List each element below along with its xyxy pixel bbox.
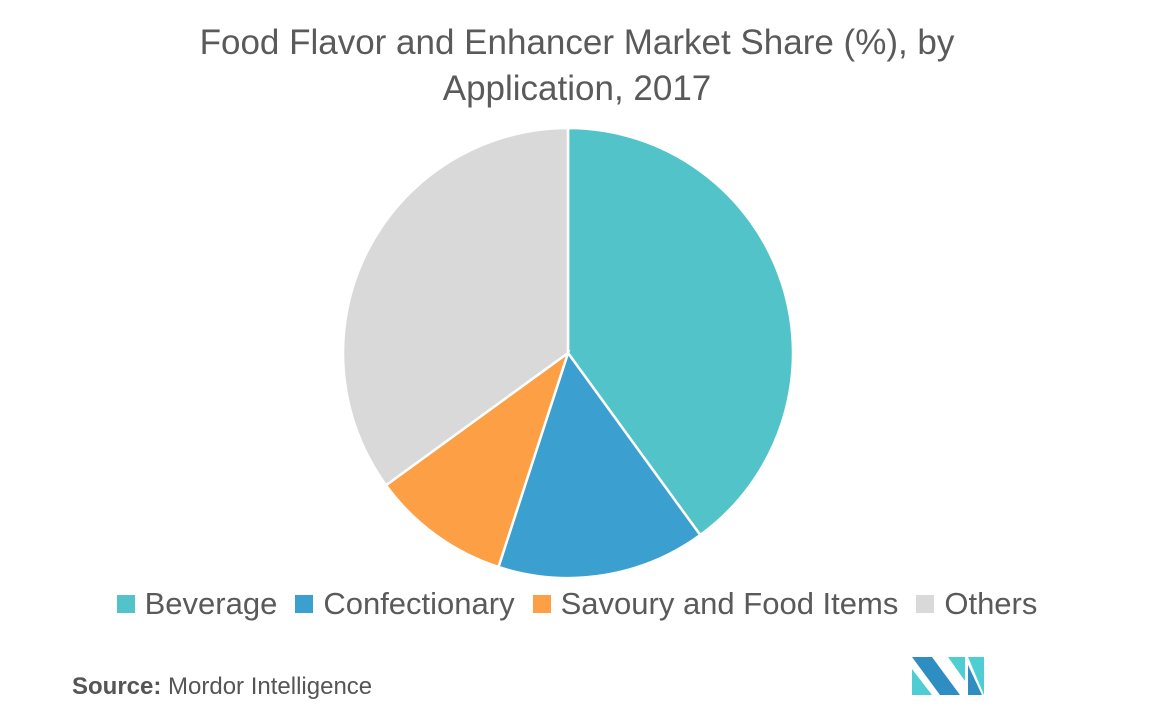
pie-slice-confectionary [496,350,702,580]
legend: Beverage Confectionary Savoury and Food It… [0,586,1154,622]
legend-item: Beverage [116,586,278,622]
pie-slice-savoury-and-food-items [384,349,571,569]
legend-label: Confectionary [323,586,515,621]
legend-item: Others [916,586,1037,622]
pie-slice-others [341,126,570,487]
chart-title-line-2: Application, 2017 [442,69,712,108]
chart-title-line-1: Food Flavor and Enhancer Market Share (%… [199,23,955,62]
legend-swatch [916,595,935,613]
legend-swatch [116,595,135,613]
legend-swatch [295,595,314,613]
pie-slice-beverage [566,126,795,537]
legend-swatch [532,595,551,613]
legend-item: Savoury and Food Items [532,586,899,622]
legend-label: Savoury and Food Items [560,586,899,621]
chart-title: Food Flavor and Enhancer Market Share (%… [0,20,1154,112]
legend-label: Others [944,586,1038,621]
legend-item: Confectionary [295,586,515,622]
legend-label: Beverage [144,586,278,621]
source-text: Mordor Intelligence [168,673,373,700]
source-note: Source: Mordor Intelligence [72,673,372,701]
mordor-logo [912,657,984,695]
source-label: Source: [72,673,162,700]
